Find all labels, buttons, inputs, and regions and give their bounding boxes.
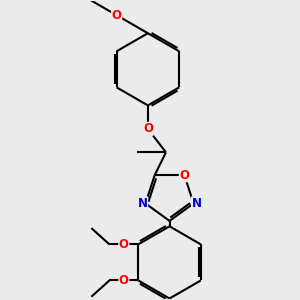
Text: N: N bbox=[137, 197, 148, 210]
Text: O: O bbox=[179, 169, 189, 182]
Text: O: O bbox=[119, 238, 129, 251]
Text: O: O bbox=[112, 9, 122, 22]
Text: O: O bbox=[143, 122, 153, 135]
Text: N: N bbox=[191, 197, 202, 210]
Text: O: O bbox=[119, 274, 129, 287]
